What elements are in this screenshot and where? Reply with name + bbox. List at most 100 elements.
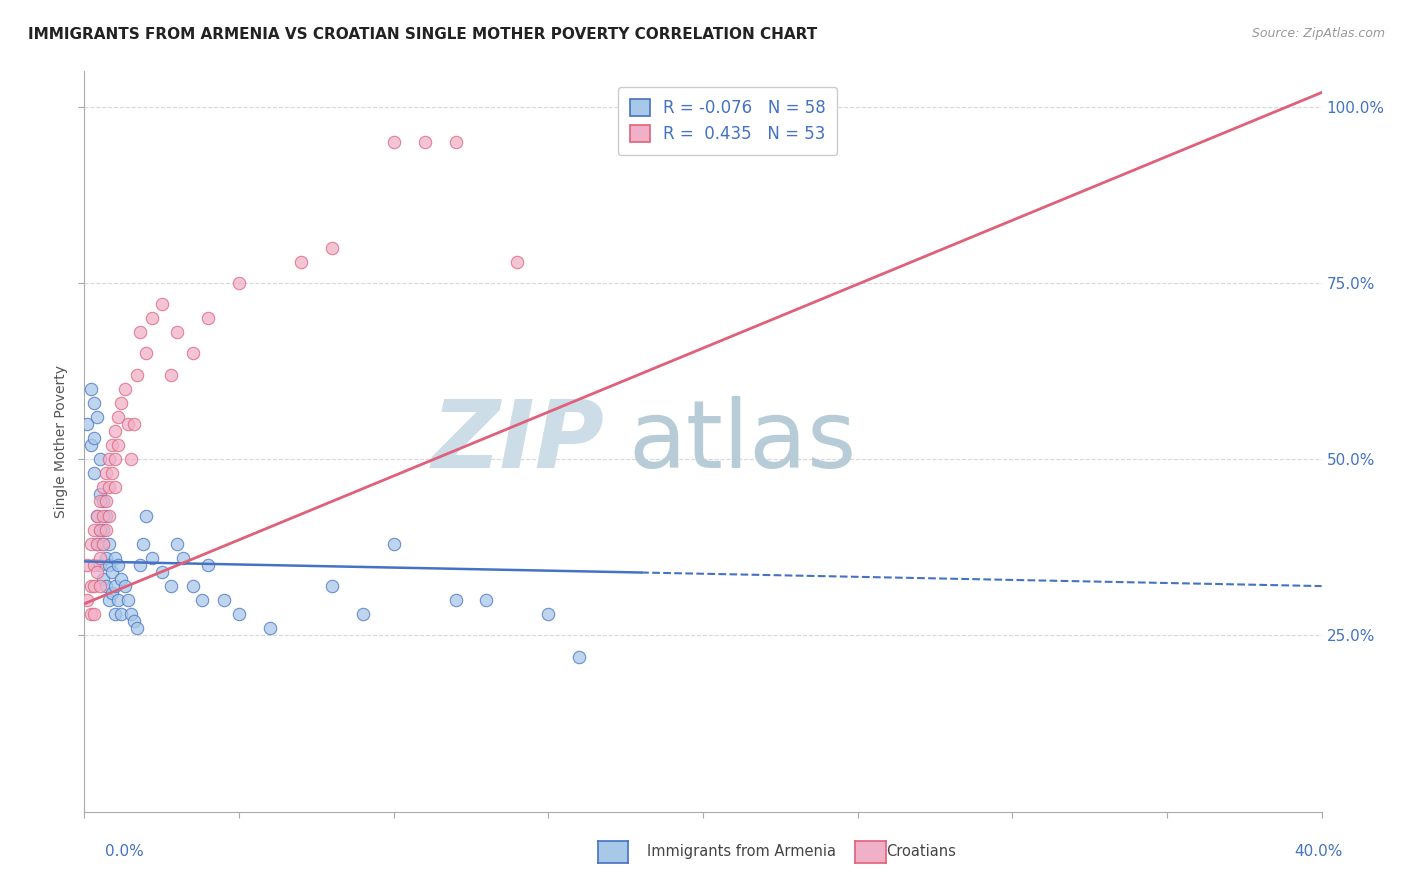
- Point: [117, 593, 139, 607]
- Point: [98, 558, 121, 572]
- Point: [141, 311, 163, 326]
- Point: [86, 508, 108, 523]
- Point: [98, 537, 121, 551]
- Point: [135, 508, 157, 523]
- Point: [76, 593, 98, 607]
- Point: [98, 480, 121, 494]
- Point: [114, 382, 136, 396]
- Point: [79, 537, 101, 551]
- Point: [129, 325, 152, 339]
- Legend: R = -0.076   N = 58, R =  0.435   N = 53: R = -0.076 N = 58, R = 0.435 N = 53: [619, 87, 838, 155]
- Point: [86, 537, 108, 551]
- Point: [86, 537, 108, 551]
- Point: [150, 565, 173, 579]
- Point: [89, 550, 111, 565]
- Point: [83, 467, 105, 481]
- Point: [91, 537, 114, 551]
- Point: [89, 523, 111, 537]
- Point: [94, 579, 117, 593]
- Point: [83, 431, 105, 445]
- Point: [166, 325, 188, 339]
- Point: [141, 550, 163, 565]
- Point: [129, 558, 152, 572]
- Y-axis label: Single Mother Poverty: Single Mother Poverty: [53, 365, 67, 518]
- Point: [444, 593, 467, 607]
- Point: [91, 523, 114, 537]
- Point: [117, 417, 139, 431]
- Point: [110, 572, 132, 586]
- Point: [98, 593, 121, 607]
- Point: [104, 424, 127, 438]
- Point: [107, 593, 129, 607]
- Point: [91, 537, 114, 551]
- Point: [94, 467, 117, 481]
- Point: [506, 254, 529, 268]
- Point: [79, 607, 101, 622]
- Point: [228, 607, 250, 622]
- Text: IMMIGRANTS FROM ARMENIA VS CROATIAN SINGLE MOTHER POVERTY CORRELATION CHART: IMMIGRANTS FROM ARMENIA VS CROATIAN SING…: [28, 27, 817, 42]
- Point: [114, 579, 136, 593]
- Point: [107, 558, 129, 572]
- Point: [181, 346, 204, 360]
- Point: [160, 368, 183, 382]
- Point: [98, 452, 121, 467]
- Text: atlas: atlas: [628, 395, 858, 488]
- Point: [94, 508, 117, 523]
- Point: [89, 452, 111, 467]
- Point: [228, 276, 250, 290]
- Point: [166, 537, 188, 551]
- Point: [98, 508, 121, 523]
- Point: [321, 579, 343, 593]
- Point: [120, 607, 142, 622]
- Point: [104, 550, 127, 565]
- Point: [444, 135, 467, 149]
- Point: [94, 550, 117, 565]
- Point: [537, 607, 560, 622]
- Point: [413, 135, 436, 149]
- Point: [79, 382, 101, 396]
- Point: [181, 579, 204, 593]
- Point: [101, 438, 124, 452]
- Point: [290, 254, 312, 268]
- Point: [104, 452, 127, 467]
- Point: [125, 368, 148, 382]
- Point: [568, 649, 591, 664]
- Point: [101, 586, 124, 600]
- Point: [122, 417, 145, 431]
- Point: [259, 621, 281, 635]
- Point: [120, 452, 142, 467]
- Text: 40.0%: 40.0%: [1295, 845, 1343, 859]
- Point: [212, 593, 235, 607]
- Point: [104, 607, 127, 622]
- Point: [150, 297, 173, 311]
- Point: [160, 579, 183, 593]
- Point: [125, 621, 148, 635]
- Text: Source: ZipAtlas.com: Source: ZipAtlas.com: [1251, 27, 1385, 40]
- Text: ZIP: ZIP: [432, 395, 605, 488]
- Point: [86, 508, 108, 523]
- Point: [382, 537, 405, 551]
- Point: [91, 494, 114, 508]
- Point: [104, 579, 127, 593]
- Text: 0.0%: 0.0%: [105, 845, 145, 859]
- Text: Croatians: Croatians: [886, 845, 956, 859]
- Text: Immigrants from Armenia: Immigrants from Armenia: [647, 845, 835, 859]
- Point: [104, 480, 127, 494]
- Point: [107, 409, 129, 424]
- Point: [89, 494, 111, 508]
- Point: [83, 579, 105, 593]
- Point: [79, 438, 101, 452]
- Point: [91, 480, 114, 494]
- Point: [83, 558, 105, 572]
- Point: [172, 550, 194, 565]
- Point: [132, 537, 155, 551]
- Point: [83, 396, 105, 410]
- Point: [89, 579, 111, 593]
- Point: [89, 523, 111, 537]
- Point: [83, 523, 105, 537]
- Point: [76, 417, 98, 431]
- Point: [76, 558, 98, 572]
- Point: [197, 558, 219, 572]
- Point: [110, 396, 132, 410]
- Point: [197, 311, 219, 326]
